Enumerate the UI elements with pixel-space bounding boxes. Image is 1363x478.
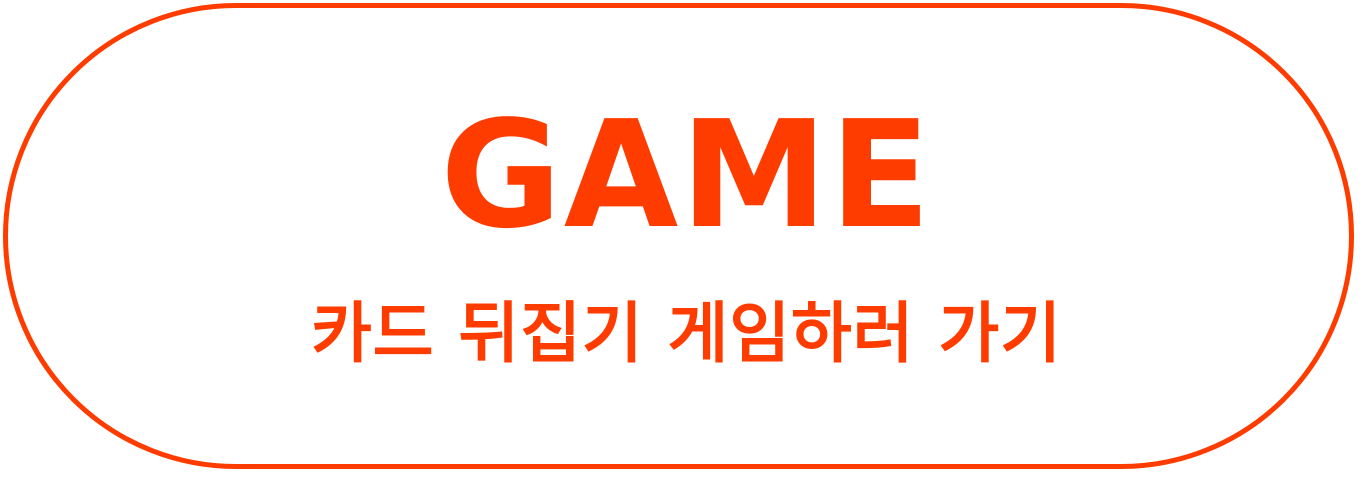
button-subtitle: 카드 뒤집기 게임하러 가기 <box>311 295 1062 372</box>
game-link-button[interactable]: GAME 카드 뒤집기 게임하러 가기 <box>3 3 1354 469</box>
button-title: GAME <box>440 89 933 261</box>
